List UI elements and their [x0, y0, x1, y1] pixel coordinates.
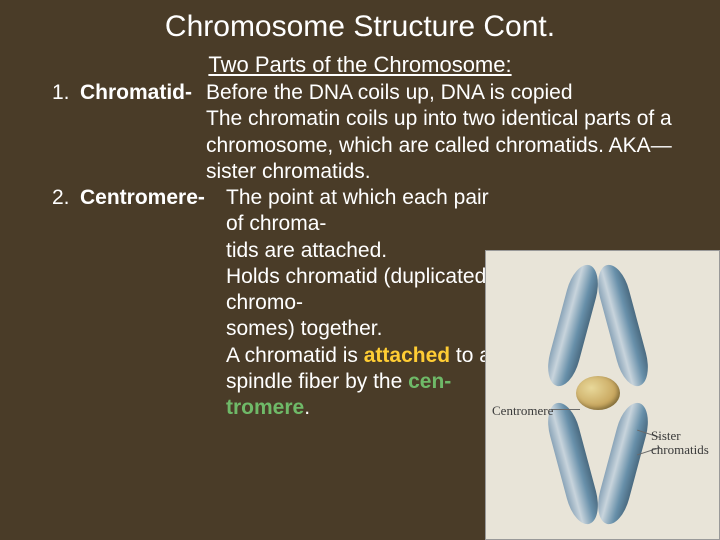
diagram-label-sister-chromatids: Sister chromatids: [651, 429, 713, 458]
item-number: 1.: [52, 80, 80, 185]
centromere-shape: [576, 376, 620, 410]
list-item-1: 1. Chromatid- Before the DNA coils up, D…: [52, 80, 720, 185]
desc-text: The point at which each pair of chroma- …: [226, 186, 489, 367]
leader-line: [552, 409, 580, 410]
chromatid-arm: [542, 261, 603, 390]
term-chromatid: Chromatid-: [80, 80, 206, 185]
chromosome-diagram: Centromere Sister chromatids: [485, 250, 720, 540]
chromatid-arm: [592, 399, 653, 528]
slide-title: Chromosome Structure Cont.: [0, 0, 720, 52]
desc-chromatid: Before the DNA coils up, DNA is copied T…: [206, 80, 720, 185]
chromatid-arm: [592, 261, 653, 390]
diagram-label-centromere: Centromere: [492, 403, 553, 419]
desc-text: .: [304, 396, 310, 419]
item-number: 2.: [52, 185, 80, 421]
slide-subtitle: Two Parts of the Chromosome:: [0, 52, 720, 78]
highlight-attached: attached: [364, 344, 450, 367]
term-centromere: Centromere-: [80, 185, 226, 421]
desc-centromere: The point at which each pair of chroma- …: [226, 185, 506, 421]
